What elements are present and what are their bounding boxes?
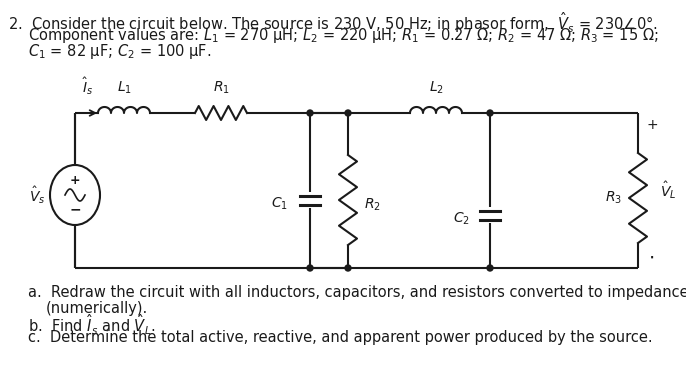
Text: a.  Redraw the circuit with all inductors, capacitors, and resistors converted t: a. Redraw the circuit with all inductors…: [28, 285, 686, 300]
Text: $\hat{V}_s$: $\hat{V}_s$: [29, 184, 46, 206]
Circle shape: [345, 265, 351, 271]
Text: $R_3$: $R_3$: [605, 190, 622, 206]
Text: $R_2$: $R_2$: [364, 197, 381, 213]
Text: $\hat{I}_s$: $\hat{I}_s$: [82, 75, 93, 97]
Circle shape: [345, 110, 351, 116]
Text: (numerically).: (numerically).: [46, 301, 148, 316]
Text: −: −: [69, 202, 81, 216]
Text: $L_2$: $L_2$: [429, 80, 443, 96]
Text: +: +: [70, 174, 80, 187]
Text: $L_1$: $L_1$: [117, 80, 132, 96]
Text: ⋅: ⋅: [649, 248, 655, 268]
Text: $\hat{V}_L$: $\hat{V}_L$: [660, 179, 676, 201]
Text: $C_1$: $C_1$: [271, 196, 288, 212]
Text: b.  Find $\hat{I}_s$ and $\hat{V}_L$.: b. Find $\hat{I}_s$ and $\hat{V}_L$.: [28, 312, 156, 336]
Circle shape: [487, 265, 493, 271]
Circle shape: [307, 110, 313, 116]
Text: +: +: [646, 118, 658, 132]
Text: $R_1$: $R_1$: [213, 80, 229, 96]
Text: $C_1$ = 82 μF; $C_2$ = 100 μF.: $C_1$ = 82 μF; $C_2$ = 100 μF.: [28, 42, 211, 61]
Circle shape: [307, 265, 313, 271]
Circle shape: [487, 110, 493, 116]
Text: c.  Determine the total active, reactive, and apparent power produced by the sou: c. Determine the total active, reactive,…: [28, 330, 652, 345]
Text: $C_2$: $C_2$: [453, 211, 470, 227]
Text: Component values are: $L_1$ = 270 μH; $L_2$ = 220 μH; $R_1$ = 0.27 Ω; $R_2$ = 47: Component values are: $L_1$ = 270 μH; $L…: [28, 26, 659, 45]
Text: 2.  Consider the circuit below. The source is 230 V, 50 Hz; in phasor form,  $\h: 2. Consider the circuit below. The sourc…: [8, 10, 658, 35]
